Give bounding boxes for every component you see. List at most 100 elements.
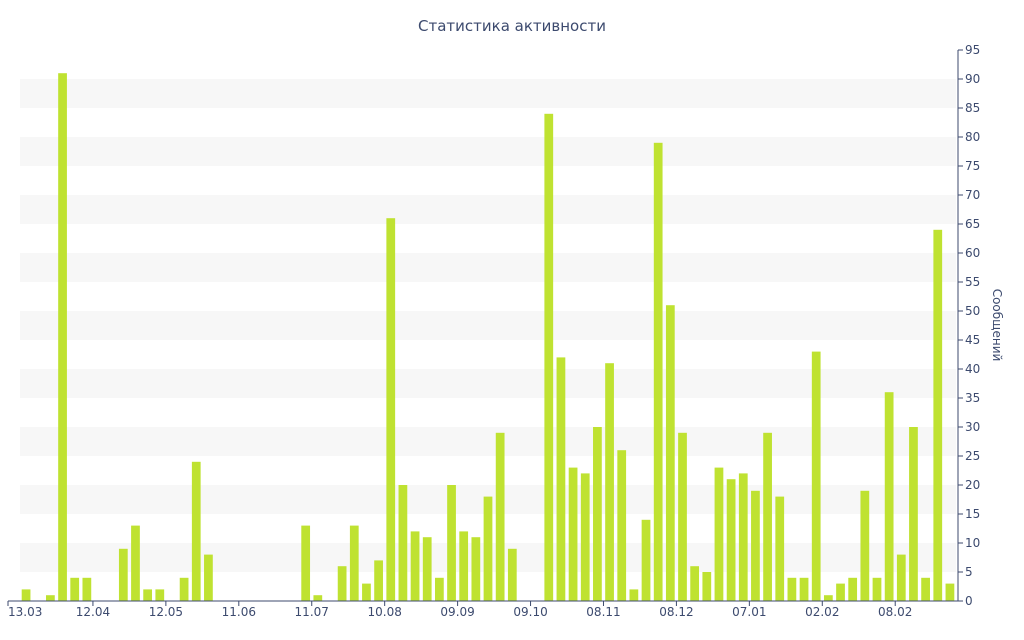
bar xyxy=(605,363,614,601)
bar xyxy=(386,218,396,601)
bars-group xyxy=(21,73,955,602)
y-tick-label: 0 xyxy=(965,594,973,608)
bar xyxy=(593,427,602,601)
bar xyxy=(459,531,469,601)
bar xyxy=(118,548,128,601)
bar xyxy=(872,577,882,601)
grid-band xyxy=(20,369,956,398)
bar xyxy=(945,583,955,601)
x-tick-label: 08.11 xyxy=(586,605,620,619)
y-tick-label: 15 xyxy=(965,507,980,521)
bar xyxy=(398,485,408,601)
bar xyxy=(690,566,700,601)
bar xyxy=(714,467,724,601)
y-tick-label: 65 xyxy=(965,217,980,231)
bar xyxy=(313,595,323,601)
bar xyxy=(909,427,918,601)
bar xyxy=(751,490,760,601)
x-tick-label: 10.08 xyxy=(367,605,401,619)
grid-band xyxy=(20,253,956,282)
y-tick-label: 25 xyxy=(965,449,980,463)
bar xyxy=(580,473,590,601)
x-axis: 13.03 12.04 12.05 11.06 11.07 10.08 09.09 09.10… xyxy=(7,600,958,619)
bar xyxy=(629,589,639,601)
y-tick-label: 70 xyxy=(965,188,980,202)
y-axis-label: Сообщений xyxy=(990,289,1004,362)
y-tick-label: 45 xyxy=(965,333,980,347)
y-tick-label: 75 xyxy=(965,159,980,173)
bar xyxy=(556,357,566,601)
bar xyxy=(362,583,371,601)
x-tick-label: 08.02 xyxy=(878,605,912,619)
bar xyxy=(787,577,797,601)
x-tick-label: 09.10 xyxy=(513,605,547,619)
bar xyxy=(495,432,505,601)
bar xyxy=(82,577,92,601)
x-tick-label: 11.07 xyxy=(295,605,329,619)
grid-band xyxy=(20,427,956,456)
bar xyxy=(726,479,736,601)
x-tick-label: 11.06 xyxy=(222,605,256,619)
bar xyxy=(483,496,493,601)
bar xyxy=(799,577,809,601)
bar xyxy=(848,577,858,601)
bar xyxy=(143,589,153,601)
grid-band xyxy=(20,195,956,224)
bar xyxy=(21,589,31,601)
bar xyxy=(896,554,906,601)
bar xyxy=(155,589,165,601)
bar xyxy=(410,531,420,601)
x-tick-label: 12.05 xyxy=(149,605,183,619)
bar xyxy=(823,595,833,601)
grid-band xyxy=(20,311,956,340)
bar xyxy=(435,577,444,601)
bar xyxy=(301,525,311,601)
chart-title: Статистика активности xyxy=(418,17,606,35)
y-tick-label: 30 xyxy=(965,420,980,434)
y-tick-label: 20 xyxy=(965,478,980,492)
bar xyxy=(884,392,894,601)
x-tick-label: 12.04 xyxy=(76,605,110,619)
bar xyxy=(544,113,554,602)
bar xyxy=(191,461,201,601)
grid-bands xyxy=(20,79,956,572)
y-tick-label: 40 xyxy=(965,362,980,376)
x-tick-label: 08.12 xyxy=(659,605,693,619)
grid-band xyxy=(20,79,956,108)
bar xyxy=(617,450,627,601)
x-tick-label: 09.09 xyxy=(440,605,474,619)
bar xyxy=(70,577,80,601)
bar xyxy=(204,554,213,601)
y-tick-label: 95 xyxy=(965,43,980,57)
bar xyxy=(568,467,578,601)
bar xyxy=(179,577,189,601)
bar xyxy=(811,351,821,601)
bar xyxy=(46,595,55,601)
y-tick-label: 60 xyxy=(965,246,980,260)
bar xyxy=(860,490,870,601)
y-tick-label: 5 xyxy=(965,565,973,579)
bar xyxy=(349,525,359,601)
bar xyxy=(921,577,930,601)
grid-band xyxy=(20,137,956,166)
bar xyxy=(447,485,456,601)
bar xyxy=(653,142,663,602)
bar xyxy=(471,537,481,601)
bar xyxy=(507,548,517,601)
bar xyxy=(58,73,67,601)
x-tick-label: 13.03 xyxy=(8,605,42,619)
y-tick-label: 10 xyxy=(965,536,980,550)
bar xyxy=(933,229,943,602)
x-tick-label: 02.02 xyxy=(805,605,839,619)
y-tick-label: 90 xyxy=(965,72,980,86)
x-tick-label: 07.01 xyxy=(732,605,766,619)
bar xyxy=(738,473,748,601)
y-tick-label: 50 xyxy=(965,304,980,318)
bar xyxy=(374,560,383,601)
y-tick-label: 55 xyxy=(965,275,980,289)
bar xyxy=(678,432,687,601)
bar xyxy=(131,525,140,601)
bar xyxy=(422,537,432,601)
bar xyxy=(702,572,712,601)
